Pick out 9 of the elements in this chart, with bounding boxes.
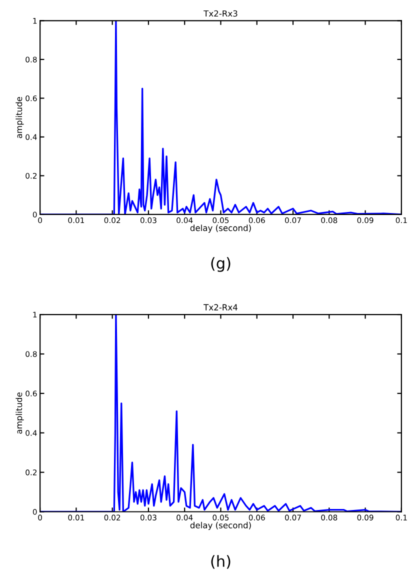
y-axis-title: amplitude <box>16 392 24 434</box>
text: (g) <box>211 257 230 272</box>
chart-title: Tx2-Rx3 <box>204 10 238 17</box>
x-axis-title: delay (second) <box>190 224 251 233</box>
y-axis-title: amplitude <box>16 96 24 138</box>
x-axis-title: delay (second) <box>190 522 251 530</box>
line-series <box>40 20 402 214</box>
chart-title: Tx2-Rx4 <box>204 304 238 310</box>
text: (h) <box>211 555 230 569</box>
